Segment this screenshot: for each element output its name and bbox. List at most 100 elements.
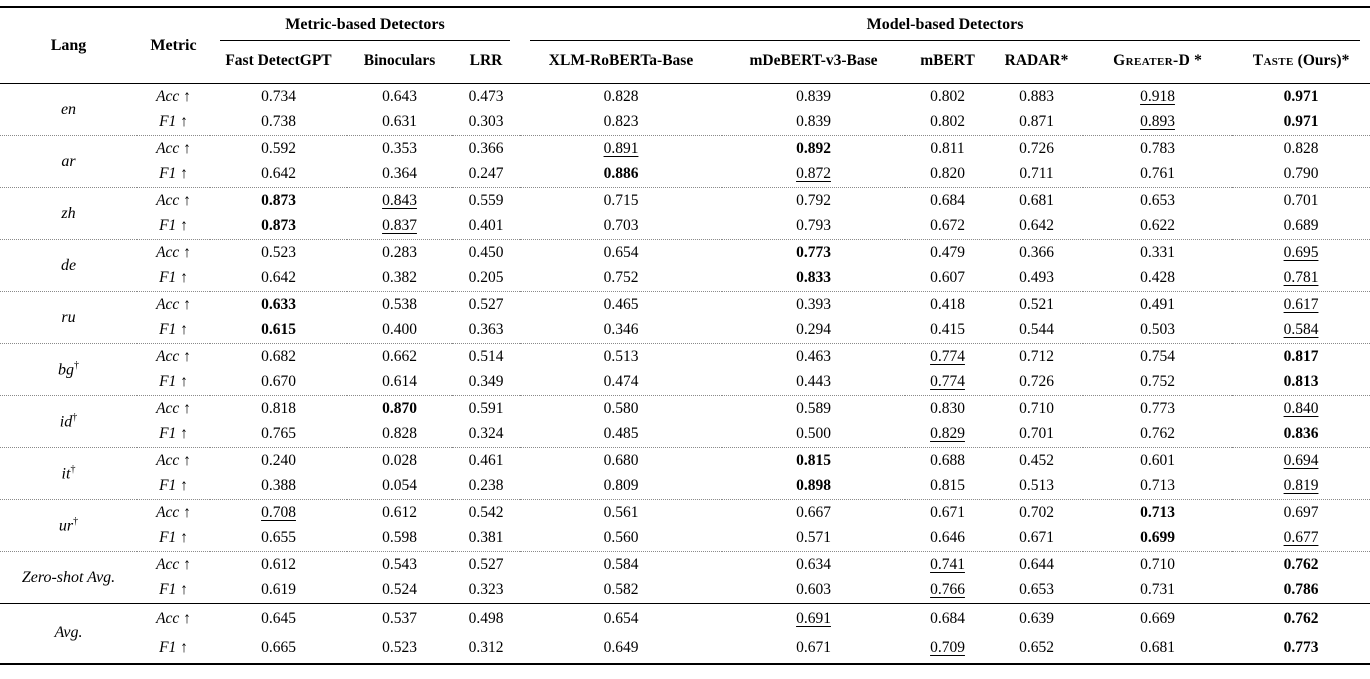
lang-label: ru: [0, 291, 137, 344]
value-cell: 0.873: [261, 191, 296, 209]
table-row: Avg. Acc ↑ 0.645 0.537 0.498 0.654 0.691 0.684 0…: [0, 604, 1370, 642]
value-cell: 0.524: [347, 577, 452, 604]
value-cell: 0.886: [520, 161, 722, 188]
value-cell: 0.671: [990, 525, 1083, 552]
value-cell: 0.247: [452, 161, 520, 188]
value-cell: 0.828: [603, 87, 639, 105]
metric-label: F1 ↑: [137, 577, 210, 604]
value-cell: 0.493: [990, 265, 1083, 292]
value-cell: 0.617: [1283, 295, 1319, 313]
dagger-mark: †: [74, 359, 79, 371]
value-cell: 0.709: [930, 639, 965, 656]
value-cell: 0.382: [347, 265, 452, 292]
value-cell: 0.790: [1232, 161, 1370, 188]
value-cell: 0.701: [1283, 191, 1319, 209]
value-cell: 0.353: [382, 139, 417, 157]
value-cell: 0.774: [930, 347, 965, 365]
detector-header-row: Fast DetectGPT Binoculars LRR XLM-RoBERTa-B…: [0, 41, 1370, 84]
value-cell: 0.802: [905, 109, 990, 136]
lang-label: id†: [0, 395, 137, 448]
metric-label: Acc ↑: [156, 503, 191, 521]
column-header-lrr: LRR: [469, 52, 503, 69]
value-cell: 0.828: [347, 421, 452, 448]
value-cell: 0.691: [796, 609, 831, 627]
value-cell: 0.485: [520, 421, 722, 448]
table-row: F1 ↑ 0.873 0.837 0.401 0.703 0.793 0.672 0.642 0…: [0, 213, 1370, 240]
group-header-metric-based: Metric-based Detectors: [210, 7, 520, 41]
column-header-lang: Lang: [50, 36, 87, 54]
value-cell: 0.802: [930, 87, 965, 105]
table-row: ru Acc ↑ 0.633 0.538 0.527 0.465 0.393 0.418 0.5…: [0, 291, 1370, 344]
value-cell: 0.303: [452, 109, 520, 136]
value-cell: 0.773: [796, 243, 831, 261]
value-cell: 0.871: [990, 109, 1083, 136]
value-cell: 0.642: [210, 265, 347, 292]
value-cell: 0.452: [1019, 451, 1054, 469]
value-cell: 0.443: [722, 369, 905, 396]
value-cell: 0.560: [520, 525, 722, 552]
value-cell: 0.294: [722, 317, 905, 344]
value-cell: 0.601: [1140, 451, 1175, 469]
value-cell: 0.699: [1083, 525, 1232, 552]
value-cell: 0.672: [905, 213, 990, 240]
value-cell: 0.694: [1283, 451, 1319, 469]
value-cell: 0.653: [990, 577, 1083, 604]
value-cell: 0.688: [930, 451, 965, 469]
table-row: bg† Acc ↑ 0.682 0.662 0.514 0.513 0.463 0.774 0.…: [0, 343, 1370, 396]
results-table: Lang Metric Metric-based Detectors Model…: [0, 6, 1370, 665]
column-header-fast-detectgpt: Fast DetectGPT: [225, 52, 332, 69]
value-cell: 0.631: [347, 109, 452, 136]
column-header-taste: Taste (Ours)*: [1252, 52, 1350, 69]
metric-label: Acc ↑: [156, 139, 191, 157]
value-cell: 0.684: [930, 609, 965, 627]
table-header: Lang Metric Metric-based Detectors Model…: [0, 7, 1370, 84]
metric-label: Acc ↑: [156, 347, 191, 365]
column-header-xlm-roberta-base: XLM-RoBERTa-Base: [548, 52, 694, 69]
value-cell: 0.366: [1019, 243, 1054, 261]
metric-label: Acc ↑: [156, 609, 191, 627]
value-cell: 0.815: [796, 451, 831, 469]
table-row: F1 ↑ 0.619 0.524 0.323 0.582 0.603 0.766 0.653 0…: [0, 577, 1370, 604]
value-cell: 0.711: [990, 161, 1083, 188]
value-cell: 0.428: [1083, 265, 1232, 292]
value-cell: 0.401: [452, 213, 520, 240]
value-cell: 0.615: [210, 317, 347, 344]
value-cell: 0.839: [722, 109, 905, 136]
value-cell: 0.450: [468, 243, 504, 261]
metric-label: Acc ↑: [156, 555, 191, 573]
table-row: F1 ↑ 0.665 0.523 0.312 0.649 0.671 0.709 0.652 0…: [0, 634, 1370, 664]
value-cell: 0.571: [722, 525, 905, 552]
value-cell: 0.833: [722, 265, 905, 292]
value-cell: 0.054: [347, 473, 452, 500]
value-cell: 0.543: [382, 555, 417, 573]
value-cell: 0.514: [468, 347, 504, 365]
value-cell: 0.612: [261, 555, 296, 573]
value-cell: 0.665: [261, 639, 296, 656]
value-cell: 0.527: [468, 295, 504, 313]
value-cell: 0.809: [520, 473, 722, 500]
table-row: F1 ↑ 0.670 0.614 0.349 0.474 0.443 0.774 0.726 0…: [0, 369, 1370, 396]
value-cell: 0.873: [210, 213, 347, 240]
group-header-model-based: Model-based Detectors: [520, 7, 1370, 41]
value-cell: 0.741: [930, 555, 965, 573]
table-row: it† Acc ↑ 0.240 0.028 0.461 0.680 0.815 0.688 0.…: [0, 447, 1370, 500]
value-cell: 0.754: [1140, 347, 1175, 365]
value-cell: 0.559: [468, 191, 504, 209]
value-cell: 0.523: [261, 243, 296, 261]
value-cell: 0.781: [1232, 265, 1370, 292]
value-cell: 0.710: [1019, 399, 1054, 417]
value-cell: 0.349: [452, 369, 520, 396]
table-row: ur† Acc ↑ 0.708 0.612 0.542 0.561 0.667 0.671 0.…: [0, 499, 1370, 552]
value-cell: 0.544: [990, 317, 1083, 344]
value-cell: 0.653: [1140, 191, 1175, 209]
value-cell: 0.681: [1140, 639, 1175, 656]
value-cell: 0.393: [796, 295, 831, 313]
value-cell: 0.689: [1232, 213, 1370, 240]
value-cell: 0.584: [603, 555, 639, 573]
dagger-mark: †: [73, 515, 79, 527]
metric-label: Acc ↑: [156, 191, 191, 209]
value-cell: 0.591: [468, 399, 504, 417]
lang-label: zh: [0, 187, 137, 240]
value-cell: 0.614: [347, 369, 452, 396]
value-cell: 0.872: [722, 161, 905, 188]
